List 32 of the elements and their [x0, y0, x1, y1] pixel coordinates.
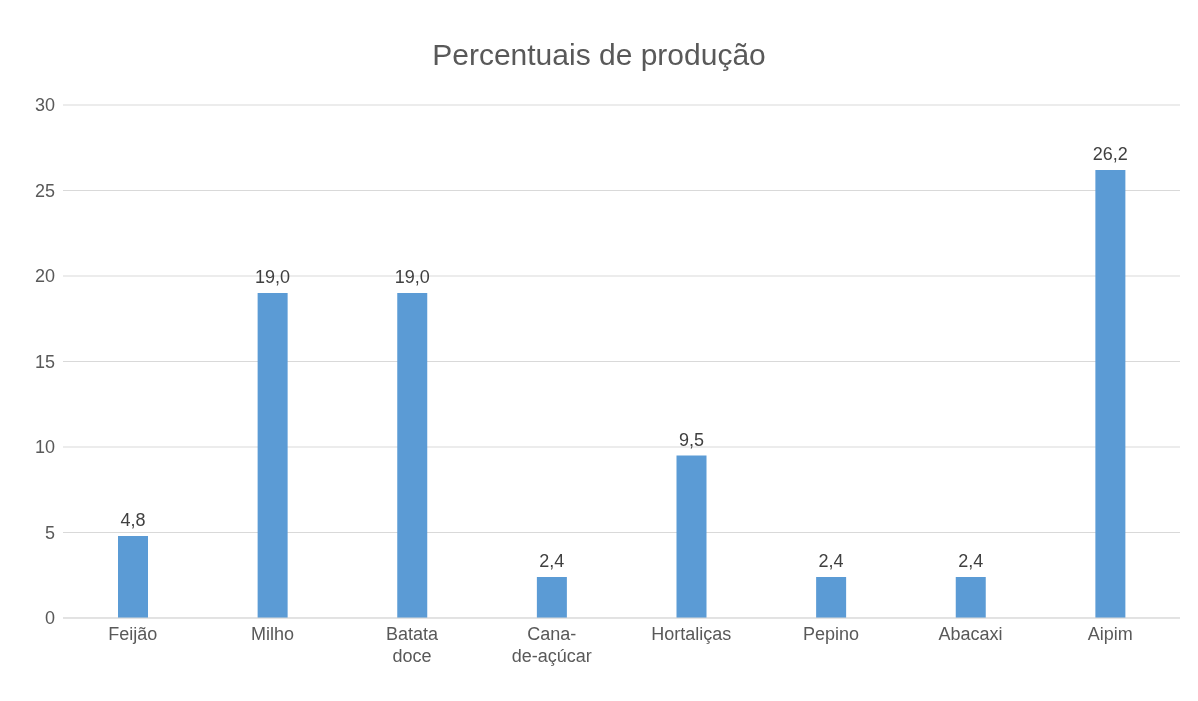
y-tick-label: 25 — [34, 180, 55, 201]
data-label: 4,8 — [120, 509, 146, 530]
data-label: 2,4 — [958, 550, 984, 571]
x-tick-label: Hortaliças — [651, 624, 732, 644]
bar — [1095, 169, 1126, 618]
x-tick-label: Cana-de-açúcar — [511, 624, 592, 666]
bar — [257, 293, 288, 618]
bar — [955, 576, 986, 618]
data-label: 26,2 — [1092, 143, 1128, 164]
x-tick-label: Milho — [250, 624, 294, 644]
y-tick-label: 15 — [34, 351, 55, 372]
bar — [816, 576, 847, 618]
x-tick-label: Feijão — [108, 624, 158, 644]
x-tick-label: Aipim — [1087, 624, 1133, 644]
data-label: 2,4 — [818, 550, 844, 571]
data-label: 2,4 — [539, 550, 565, 571]
bar — [676, 455, 707, 618]
y-tick-label: 20 — [34, 266, 55, 287]
y-tick-label: 0 — [44, 608, 55, 629]
x-tick-label: Abacaxi — [938, 624, 1003, 644]
x-tick-label: Batata doce — [386, 624, 440, 666]
y-tick-label: 5 — [44, 522, 55, 543]
bar — [118, 535, 148, 618]
data-label: 19,0 — [394, 267, 430, 288]
y-tick-label: 30 — [34, 95, 55, 116]
y-tick-label: 10 — [34, 437, 55, 458]
bar — [536, 576, 567, 618]
data-label: 19,0 — [255, 267, 291, 288]
x-tick-label: Pepino — [802, 624, 859, 644]
bar — [397, 293, 428, 618]
chart-title: Percentuais de produção — [431, 37, 767, 73]
data-label: 9,5 — [678, 429, 705, 450]
